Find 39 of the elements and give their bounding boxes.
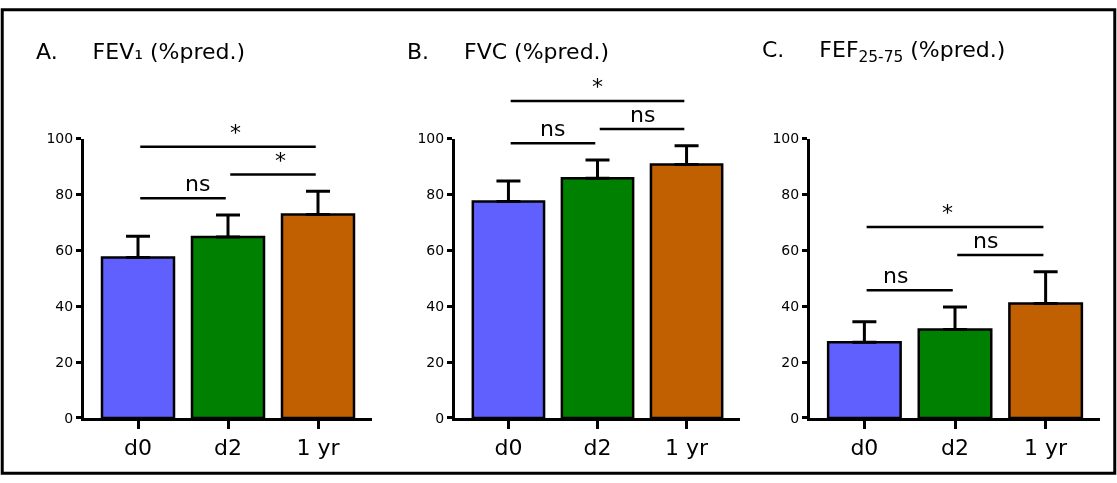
text: * bbox=[592, 74, 603, 99]
y-tick-label: 40 bbox=[426, 298, 445, 315]
y-tick-label: 80 bbox=[781, 186, 800, 203]
x-tick-label: d2 bbox=[583, 435, 612, 461]
y-tick-label: 20 bbox=[426, 353, 445, 370]
chart-title: C. FEF$_{25-75}$ (%pred.) bbox=[762, 37, 1006, 66]
y-tick-label: 0 bbox=[435, 409, 445, 426]
y-tick-label: 0 bbox=[790, 409, 800, 426]
annotation: * bbox=[942, 200, 953, 225]
x-tick-label: d0 bbox=[124, 435, 152, 461]
annotation: ns bbox=[973, 228, 999, 253]
annotation: ns bbox=[540, 116, 566, 141]
y-tick-label: 20 bbox=[781, 353, 800, 370]
x-tick-label: 1 yr bbox=[665, 435, 710, 461]
x-tick-label: d0 bbox=[494, 435, 523, 461]
y-tick-label: 100 bbox=[772, 130, 800, 147]
chart-title: A. FEV₁ (%pred.) bbox=[36, 39, 246, 64]
y-tick-label: 0 bbox=[64, 409, 74, 426]
y-tick-label: 40 bbox=[55, 298, 74, 315]
annotation: * bbox=[275, 148, 286, 173]
y-tick-label: 100 bbox=[417, 130, 445, 147]
x-tick-label: d0 bbox=[850, 435, 879, 461]
x-tick-label: d2 bbox=[941, 435, 969, 461]
y-tick-label: 100 bbox=[46, 130, 74, 147]
y-tick-label: 80 bbox=[426, 186, 445, 203]
annotation: ns bbox=[883, 263, 909, 288]
x-tick-label: 1 yr bbox=[296, 435, 341, 461]
y-tick-label: 80 bbox=[55, 186, 74, 203]
annotation: ns bbox=[185, 171, 211, 196]
x-tick-label: d2 bbox=[214, 435, 242, 461]
y-tick-label: 20 bbox=[55, 353, 74, 370]
x-tick-label: 1 yr bbox=[1024, 435, 1069, 461]
y-tick-label: 60 bbox=[426, 242, 445, 259]
y-tick-label: 60 bbox=[781, 242, 800, 259]
y-tick-label: 40 bbox=[781, 298, 800, 315]
annotation: * bbox=[230, 120, 241, 145]
text: ns bbox=[630, 102, 656, 127]
chart-title: B. FVC (%pred.) bbox=[407, 39, 610, 64]
y-tick-label: 60 bbox=[55, 242, 74, 259]
